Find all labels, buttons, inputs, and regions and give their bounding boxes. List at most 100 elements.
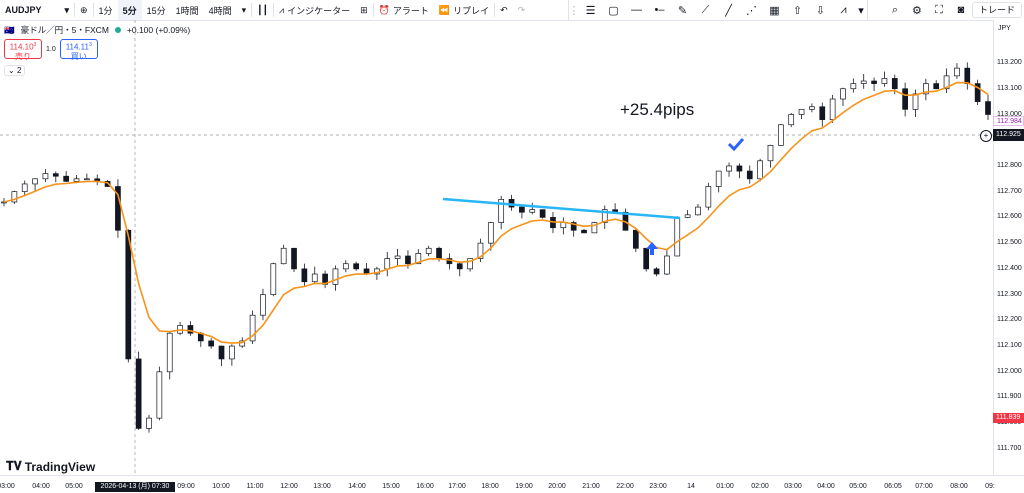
path-icon[interactable]: ⋰ [746, 4, 757, 17]
plus-circle-icon[interactable]: + [980, 130, 992, 142]
replay-button[interactable]: ⏪ リプレイ [434, 0, 494, 20]
chevron-down-icon: ▾ [64, 4, 69, 15]
candle-body [746, 170, 753, 180]
candle-body [187, 325, 194, 334]
legend-title[interactable]: 豪ドル／円・5・FXCM [20, 25, 109, 35]
timeframe-15m[interactable]: 15分 [142, 0, 171, 20]
plus-circle-icon: ⊕ [80, 4, 88, 15]
grid-icon: ⊞ [360, 4, 368, 15]
arrow-up-drawing[interactable] [646, 242, 658, 255]
drawing-toolbar: ⋮ ☰ ▢ — •– ✎ ⟋ ╱ ⋰ ▦ ⇧ ⇩ ⩘ ▾ [568, 0, 868, 20]
price-axis[interactable] [993, 20, 1024, 475]
candle-body [601, 209, 608, 223]
indicators-button[interactable]: ⩘ インジケーター [274, 0, 355, 20]
pips-annotation[interactable]: +25.4pips [620, 100, 695, 119]
time-tick: 22:00 [616, 483, 634, 490]
buy-price-sup: 3 [88, 42, 92, 48]
timeframe-1m[interactable]: 1分 [94, 0, 118, 20]
candle-body [943, 75, 950, 90]
low-price-tag: 111.839 [993, 413, 1024, 423]
candle-body [125, 229, 132, 360]
candle-body [425, 247, 432, 254]
replay-label: リプレイ [453, 5, 490, 16]
time-tick: 06:05 [884, 483, 902, 490]
candle-body [560, 222, 567, 229]
timeframe-1h[interactable]: 1時間 [171, 0, 204, 20]
candle-body [332, 268, 339, 285]
collapse-count: 2 [16, 66, 22, 75]
candle-body [840, 88, 846, 100]
horizontal-line-icon[interactable]: — [631, 4, 642, 16]
settings-gear-icon[interactable]: ⚙ [912, 4, 922, 17]
moving-average-line [3, 81, 989, 344]
candle-body [21, 183, 28, 193]
time-tick: 09: [985, 483, 995, 490]
price-tick: 112.100 [997, 342, 1022, 349]
crosshair-price-tag: 112.925 [993, 129, 1024, 141]
price-tick: 113.000 [997, 111, 1022, 118]
currency-label: JPY [998, 25, 1011, 32]
order-panel: 114.103 売り 1.0 114.113 買い [4, 39, 98, 61]
candle-body [229, 345, 235, 360]
trend-line-icon[interactable]: ╱ [725, 4, 732, 17]
candle-body [954, 67, 960, 77]
redo-button[interactable]: ↷ [513, 0, 531, 20]
candle-body [218, 345, 225, 360]
drag-handle-icon[interactable]: ⋮ [568, 4, 580, 17]
candle-body [353, 263, 360, 270]
measure-icon[interactable]: ⟋ [701, 3, 710, 16]
buy-button[interactable]: 114.113 買い [59, 39, 98, 61]
indicators-label: インジケーター [287, 5, 351, 16]
candle-body [135, 358, 142, 429]
grid-pattern-icon[interactable]: ▦ [769, 4, 780, 17]
time-tick: 05:00 [849, 483, 867, 490]
candle-body [964, 67, 971, 84]
candle-body [166, 332, 173, 373]
arrow-down-icon[interactable]: ⇩ [815, 4, 826, 17]
templates-button[interactable]: ⊞ [355, 0, 373, 20]
price-tick: 112.000 [997, 368, 1022, 375]
zigzag-icon[interactable]: ⩘ [840, 3, 847, 16]
timeframe-label: 15分 [146, 5, 166, 16]
chevron-down-icon: ⌄ [8, 66, 15, 75]
price-tick: 111.700 [997, 445, 1022, 452]
indicators-collapse-button[interactable]: ⌄ 2 [4, 65, 26, 76]
timeframe-5m[interactable]: 5分 [117, 0, 142, 20]
chart-type-button[interactable]: ┃┃ [252, 0, 273, 20]
fib-retracement-icon[interactable]: ☰ [585, 4, 596, 17]
trade-button[interactable]: トレード [971, 2, 1022, 18]
time-tick: 05:00 [65, 483, 83, 490]
arrow-up-icon[interactable]: ⇧ [792, 4, 803, 17]
price-chart[interactable] [0, 20, 993, 475]
camera-icon[interactable]: ◙ [957, 4, 965, 16]
candle-body [933, 83, 940, 90]
time-tick: 03:00 [0, 483, 15, 490]
candle-body [809, 106, 815, 110]
candle-body [850, 83, 857, 90]
chevron-down-icon[interactable]: ▾ [858, 4, 864, 17]
candle-body [767, 144, 774, 162]
candle-body [84, 178, 90, 181]
compare-button[interactable]: ⊕ [75, 0, 93, 20]
timeframe-dropdown[interactable]: ▾ [237, 0, 252, 20]
fullscreen-icon[interactable]: ⛶ [935, 3, 943, 16]
alert-button[interactable]: ⏰ アラート [374, 0, 434, 20]
rectangle-icon[interactable]: ▢ [608, 4, 619, 17]
price-tick: 112.400 [997, 265, 1022, 272]
timeframe-4h[interactable]: 4時間 [204, 0, 237, 20]
zoom-search-icon[interactable]: ⌕ [891, 3, 899, 16]
horizontal-ray-icon[interactable]: •– [654, 4, 665, 16]
undo-button[interactable]: ↶ [495, 0, 513, 20]
candle-body [798, 108, 805, 115]
sell-button[interactable]: 114.103 売り [4, 39, 42, 61]
candle-body [301, 268, 308, 283]
brush-icon[interactable]: ✎ [677, 4, 688, 17]
candle-body [436, 247, 442, 259]
candle-body [42, 173, 49, 180]
trend-line-drawing[interactable] [442, 197, 681, 220]
time-axis[interactable] [0, 475, 1024, 493]
symbol-search[interactable]: AUDJPY ▾ [0, 0, 74, 20]
candle-body [487, 222, 494, 244]
tradingview-logo[interactable]: 𝐓𝐕 TradingView [6, 459, 95, 474]
candles-icon: ┃┃ [257, 4, 268, 15]
